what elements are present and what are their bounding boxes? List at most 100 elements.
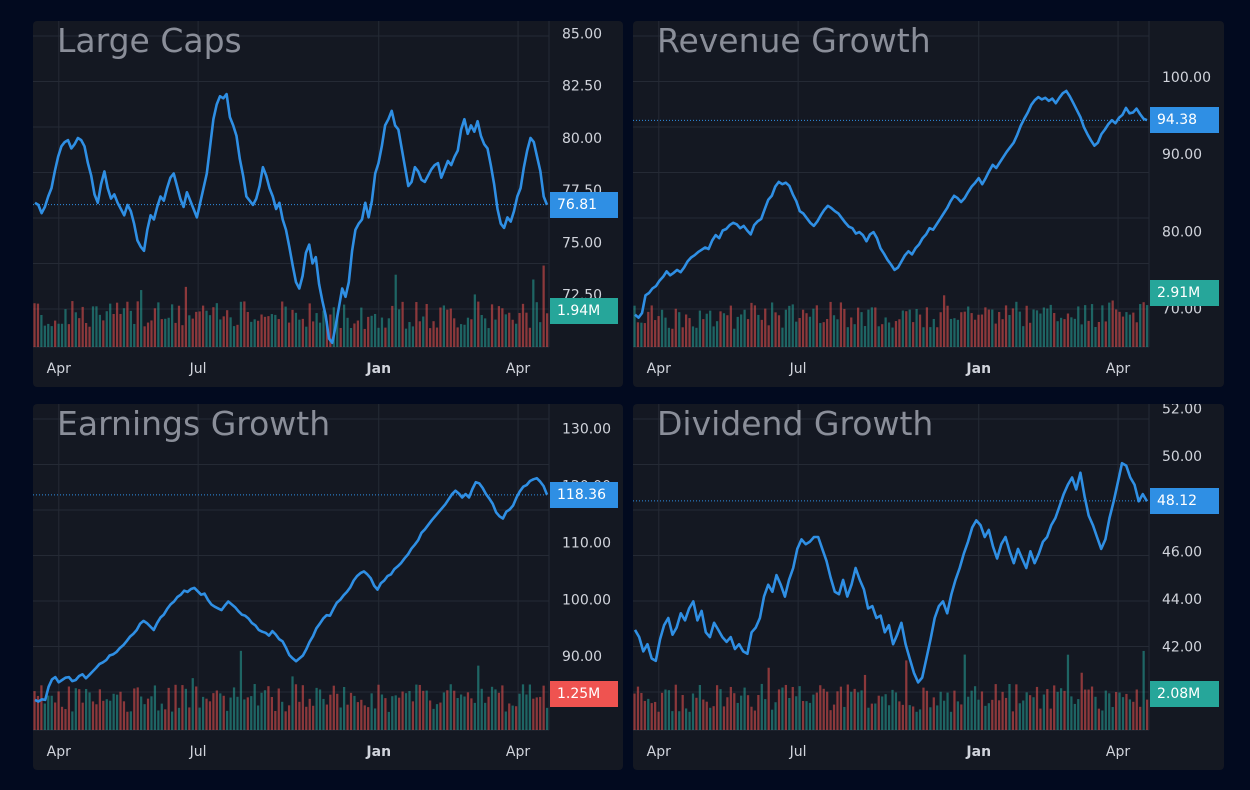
volume-bar [994, 323, 997, 347]
x-tick-label: Apr [47, 361, 71, 377]
chart-panel-dividend-growth[interactable]: 52.0050.0048.0046.0044.0042.00AprJulJanA… [633, 404, 1224, 770]
volume-bar [115, 694, 119, 730]
volume-bar [284, 306, 287, 347]
volume-bar [908, 705, 911, 730]
volume-bar [401, 301, 404, 347]
volume-bar [698, 310, 701, 347]
volume-bar [705, 313, 708, 347]
volume-bar [274, 710, 277, 730]
volume-bar [1070, 317, 1073, 347]
volume-bar [133, 688, 136, 730]
volume-bar [545, 313, 549, 347]
volume-bar [757, 314, 760, 347]
y-tick-label: 100.00 [1162, 70, 1211, 86]
volume-bar [719, 689, 722, 730]
volume-bar [1025, 305, 1028, 347]
chart-svg: 130.00120.00110.00100.0090.00AprJulJanAp… [33, 404, 611, 760]
volume-bar [781, 687, 784, 730]
volume-bar [743, 687, 746, 730]
volume-bar [277, 688, 280, 730]
volume-bar [373, 708, 377, 730]
volume-bar [201, 305, 205, 347]
volume-bar [260, 314, 263, 347]
volume-bar [760, 319, 763, 347]
volume-bar [912, 322, 915, 347]
volume-bar [1015, 684, 1018, 730]
volume-bar [270, 314, 273, 347]
volume-bar [57, 323, 60, 347]
volume-bar [822, 688, 825, 730]
volume-bar [798, 318, 801, 347]
volume-bar [918, 709, 922, 730]
volume-bar [325, 321, 329, 347]
volume-bar [898, 319, 901, 347]
volume-bar [346, 317, 349, 347]
volume-bar [109, 700, 112, 730]
volume-bar [301, 318, 304, 347]
volume-bar [281, 701, 284, 730]
volume-bar [501, 308, 504, 347]
volume-bar [332, 685, 335, 730]
volume-bar [698, 685, 701, 730]
volume-bar [729, 686, 732, 730]
volume-bar [678, 312, 681, 347]
volume-bar [932, 697, 935, 730]
volume-bar [515, 323, 518, 347]
volume-bar [456, 327, 459, 347]
volume-bar [215, 690, 218, 730]
volume-bar [122, 308, 126, 347]
volume-bar [281, 301, 284, 347]
volume-bar [853, 688, 856, 730]
volume-bar [815, 305, 818, 347]
volume-bar [874, 703, 877, 730]
volume-bar [425, 690, 428, 730]
volume-bar [171, 304, 174, 347]
volume-bar [1035, 686, 1039, 730]
volume-bar [129, 310, 132, 347]
volume-bar [922, 687, 925, 730]
volume-tag: 1.94M [550, 298, 618, 324]
volume-bar [1135, 322, 1138, 347]
volume-bar [1142, 650, 1145, 730]
volume-bar [47, 323, 50, 347]
volume-bar [102, 320, 105, 347]
y-tick-label: 90.00 [1162, 147, 1202, 163]
volume-bar [136, 301, 139, 347]
volume-bar [973, 686, 977, 730]
volume-bar [157, 710, 160, 730]
volume-bar [829, 710, 832, 730]
volume-bar [1111, 707, 1114, 730]
volume-bar [387, 711, 390, 730]
volume-bar [504, 711, 507, 730]
volume-bar [411, 701, 415, 730]
volume-bar [1077, 699, 1080, 730]
volume-bar [1063, 690, 1066, 730]
volume-bar [1049, 708, 1052, 730]
volume-bar [832, 315, 836, 347]
volume-bar [174, 322, 177, 347]
volume-bar [1011, 308, 1015, 347]
volume-bar [329, 694, 332, 730]
volume-bar [764, 308, 767, 347]
volume-bar [81, 702, 84, 730]
volume-bar [384, 698, 387, 730]
volume-bar [640, 692, 643, 730]
chart-panel-revenue-growth[interactable]: 100.00 90.00 80.00 70.00 Apr Jul Jan Apr Revenue… [633, 21, 1224, 387]
volume-bar [939, 312, 942, 347]
volume-bar [1094, 696, 1097, 730]
volume-bar [1039, 708, 1042, 730]
volume-bar [908, 309, 911, 347]
volume-bar [853, 324, 856, 347]
volume-bar [715, 321, 719, 347]
chart-panel-earnings-growth[interactable]: 130.00120.00110.00100.0090.00AprJulJanAp… [33, 404, 623, 770]
volume-bar [349, 327, 353, 347]
volume-bar [905, 660, 908, 730]
volume-bar [67, 324, 71, 347]
volume-bar [1073, 318, 1076, 347]
volume-bar [291, 309, 294, 347]
volume-bar [164, 709, 167, 730]
volume-bar [980, 314, 984, 347]
chart-panel-large-caps[interactable]: 85.0082.5080.0077.5075.0072.50AprJulJanA… [33, 21, 623, 387]
volume-bar [184, 688, 187, 730]
volume-bar [1077, 306, 1080, 347]
